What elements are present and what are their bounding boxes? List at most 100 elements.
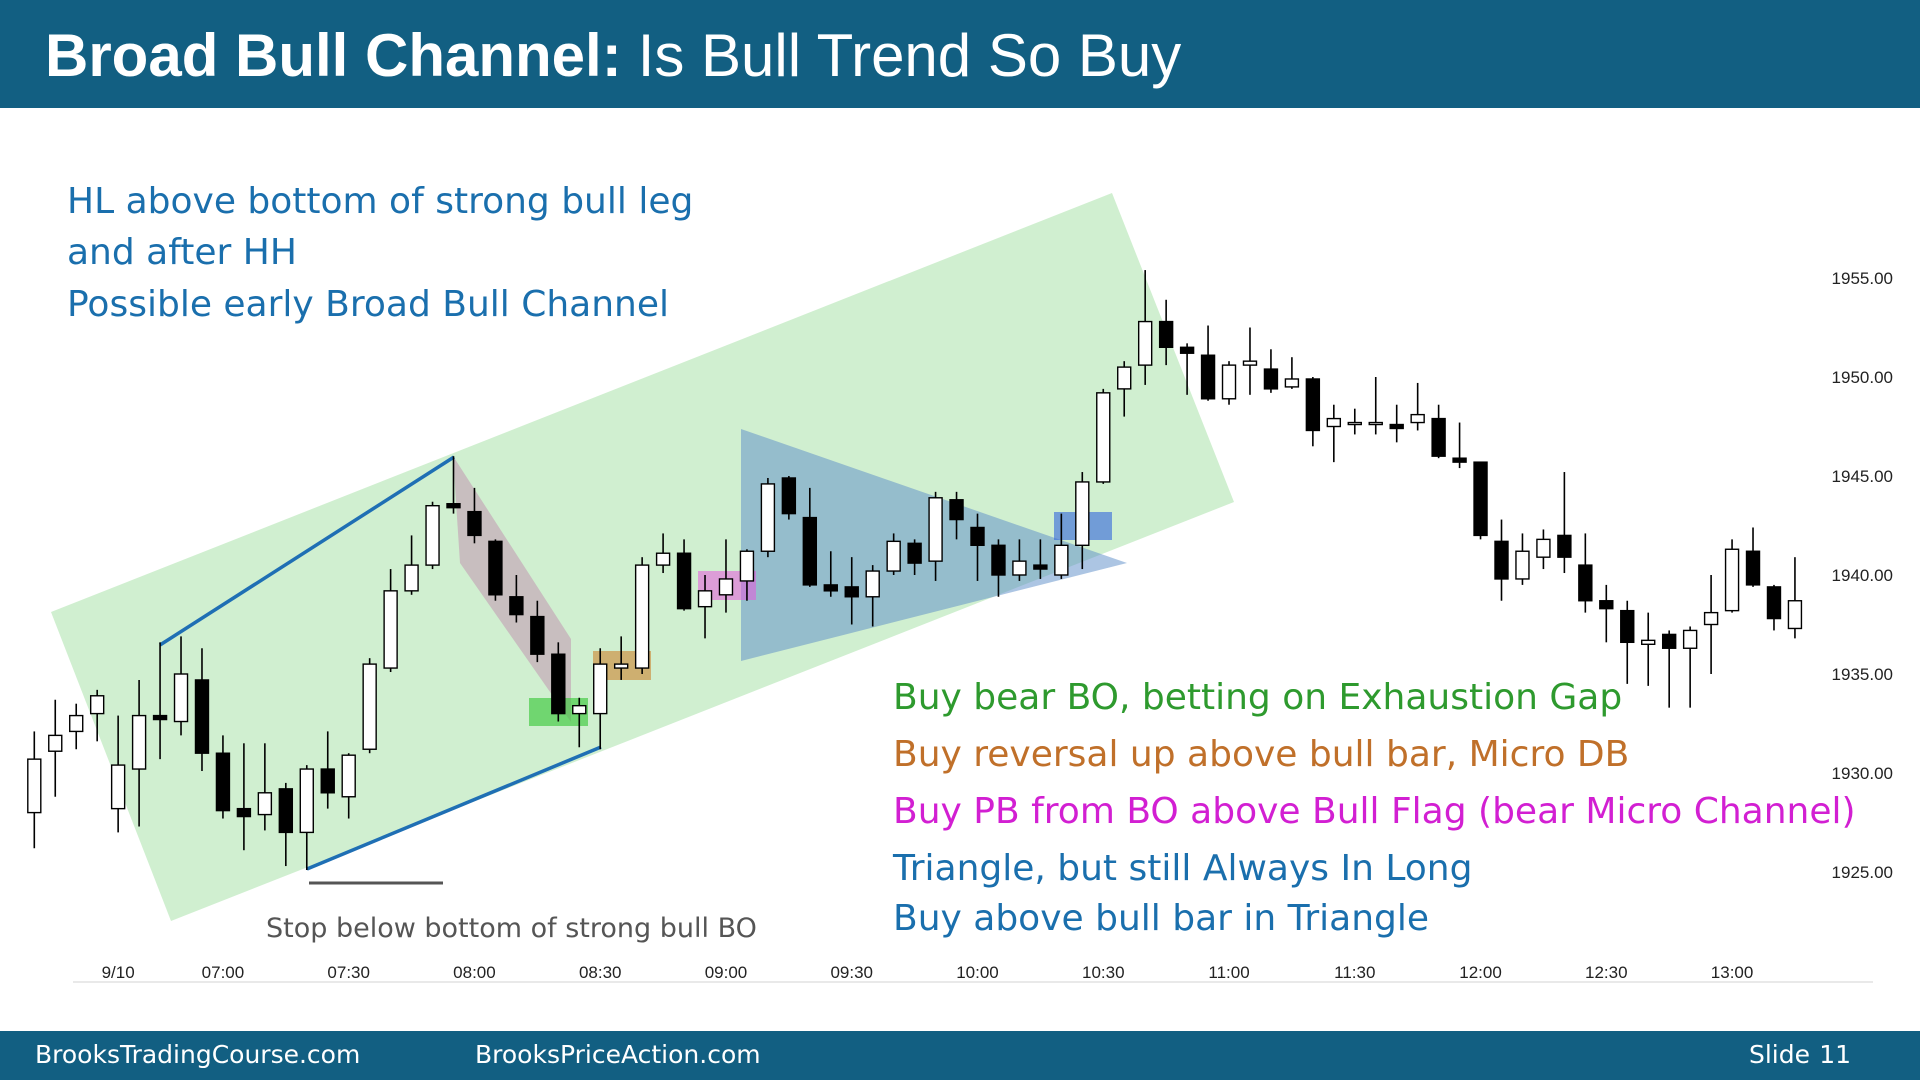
candle-body — [299, 768, 314, 834]
candle-body — [236, 807, 252, 818]
candle-body — [613, 663, 629, 669]
candle-body — [949, 499, 964, 521]
y-tick-label: 1930.00 — [1832, 764, 1893, 783]
candle-body — [341, 754, 356, 798]
candle-body — [1075, 481, 1090, 547]
candle-body — [467, 510, 482, 537]
candle-body — [1599, 600, 1614, 610]
candle-body — [1347, 421, 1362, 426]
candle-body — [1494, 540, 1509, 580]
candle-body — [844, 586, 859, 598]
candle-body — [27, 758, 42, 814]
slide-label: Slide — [1749, 1040, 1810, 1069]
candle-body — [886, 540, 901, 572]
candle-body — [530, 615, 545, 655]
note: Buy bear BO, betting on Exhaustion Gap — [893, 677, 1622, 718]
note: Buy reversal up above bull bar, Micro DB — [893, 734, 1629, 775]
candle-body — [425, 505, 440, 566]
candle-body — [1620, 609, 1635, 644]
x-tick-label: 10:30 — [1082, 963, 1125, 982]
annotation: and after HH — [67, 232, 297, 273]
title-bold: Broad Bull Channel: — [45, 22, 622, 89]
x-tick-label: 10:00 — [956, 963, 999, 982]
annotation: Possible early Broad Bull Channel — [67, 284, 669, 325]
candle-body — [823, 584, 838, 592]
x-tick-label: 11:00 — [1208, 963, 1249, 982]
candle-body — [1263, 368, 1279, 390]
candle-body — [1473, 461, 1488, 537]
candle-body — [1054, 544, 1069, 576]
candle-body — [1641, 639, 1656, 646]
note: Buy above bull bar in Triangle — [893, 898, 1429, 939]
x-tick-label: 11:30 — [1334, 963, 1375, 982]
candle-body — [509, 596, 524, 616]
x-tick-label: 07:30 — [327, 963, 370, 982]
y-tick-label: 1950.00 — [1832, 368, 1893, 387]
candle-body — [69, 714, 84, 733]
candle-body — [551, 653, 566, 715]
candles — [27, 270, 1803, 871]
candle-body — [1096, 392, 1111, 483]
candle-body — [278, 788, 294, 834]
candle-body — [1557, 534, 1572, 558]
note: Buy PB from BO above Bull Flag (bear Mic… — [893, 791, 1856, 832]
footer: BrooksTradingCourse.com BrooksPriceActio… — [35, 1040, 1851, 1069]
candle-body — [1410, 413, 1425, 424]
candle-body — [1745, 550, 1761, 586]
candle-body — [739, 550, 755, 582]
candle-body — [655, 552, 671, 566]
header-bar — [0, 0, 1920, 108]
footer-bar — [0, 1031, 1920, 1080]
candle-body — [194, 679, 210, 754]
candle-body — [1578, 564, 1593, 602]
x-tick-label: 9/10 — [102, 963, 135, 982]
candle-body — [865, 570, 880, 598]
x-tick-label: 09:30 — [830, 963, 873, 982]
title-rest: Is Bull Trend So Buy — [638, 22, 1182, 89]
candle-body — [1326, 417, 1342, 428]
candle-body — [383, 590, 398, 669]
candle-body — [173, 673, 189, 723]
candle-body — [89, 695, 105, 715]
candle-body — [1179, 346, 1195, 354]
candle-body — [1117, 366, 1132, 390]
candle-body — [1284, 378, 1300, 388]
candle-body — [697, 590, 713, 608]
candle-body — [1787, 600, 1803, 630]
y-tick-label: 1955.00 — [1832, 269, 1893, 288]
candle-body — [320, 768, 335, 794]
candle-body — [1661, 633, 1677, 649]
slide-title: Broad Bull Channel: Is Bull Trend So Buy — [45, 22, 1181, 89]
candle-body — [1242, 360, 1258, 366]
annotation: HL above bottom of strong bull leg — [67, 181, 693, 222]
y-tick-label: 1935.00 — [1832, 665, 1893, 684]
candle-body — [1137, 320, 1153, 366]
candle-body — [488, 540, 503, 596]
candle-body — [257, 792, 273, 816]
y-tick-label: 1940.00 — [1832, 566, 1893, 585]
candle-body — [1724, 548, 1740, 612]
annotations: HL above bottom of strong bull leg and a… — [67, 181, 757, 944]
candle-body — [1682, 629, 1698, 649]
notes: Buy bear BO, betting on Exhaustion Gap Bu… — [892, 677, 1856, 939]
candle-body — [1221, 364, 1237, 400]
candle-body — [362, 663, 377, 750]
trend-line — [159, 455, 455, 647]
candle-body — [215, 752, 231, 812]
micro-channel — [453, 456, 571, 722]
candle-body — [152, 714, 168, 721]
footer-left: BrooksTradingCourse.com — [35, 1040, 360, 1069]
candle-body — [1012, 560, 1027, 576]
candle-body — [446, 503, 461, 509]
candle-body — [404, 564, 419, 592]
candle-body — [1431, 417, 1446, 457]
candle-body — [1389, 423, 1404, 430]
candle-body — [1200, 354, 1216, 400]
candle-body — [928, 497, 943, 562]
candle-body — [1033, 564, 1048, 570]
candle-body — [1368, 421, 1383, 426]
candle-body — [907, 542, 922, 564]
candle-body — [1515, 550, 1530, 580]
candle-body — [634, 564, 650, 669]
candle-body — [970, 526, 985, 546]
